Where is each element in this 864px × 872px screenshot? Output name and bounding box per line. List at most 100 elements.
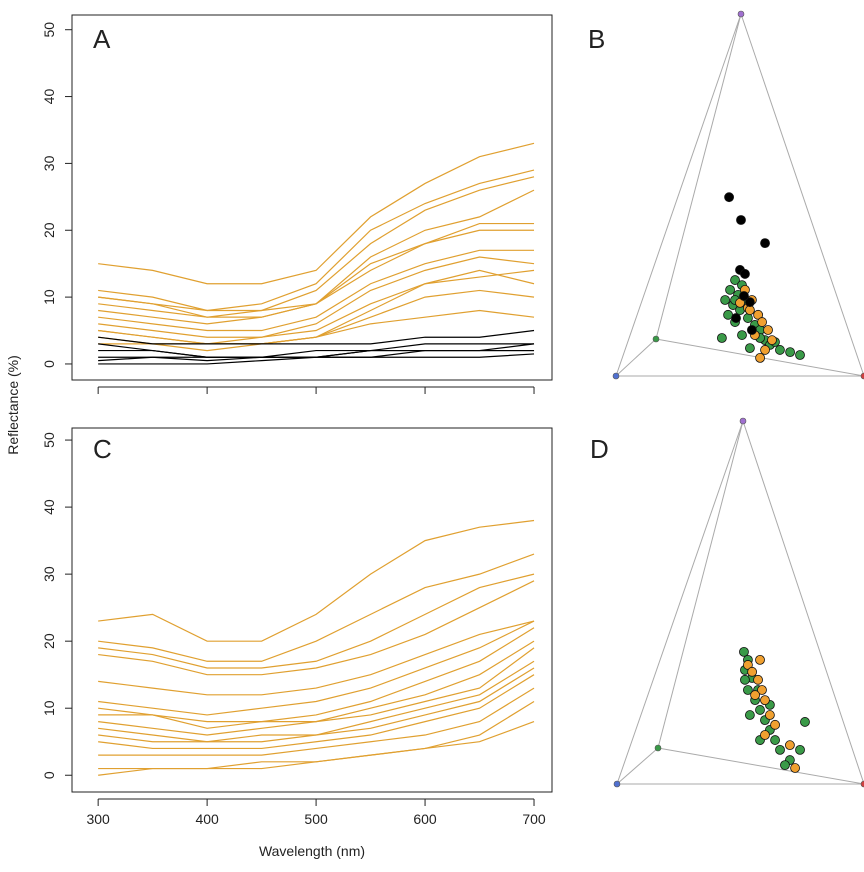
point (720, 295, 731, 305)
point (745, 297, 755, 308)
panel-label: B (588, 24, 605, 54)
tetrahedron-edge (655, 13, 742, 340)
spectrum-line (98, 721, 535, 776)
point (737, 330, 747, 340)
point (760, 695, 770, 706)
y-tick-label: 40 (41, 499, 57, 515)
point (780, 760, 790, 771)
y-tick-label: 50 (41, 432, 57, 448)
spectrum-line (98, 329, 535, 345)
x-tick-label: 500 (304, 811, 328, 827)
y-axis-label: Reflectance (%) (5, 355, 21, 455)
point (744, 710, 755, 720)
y-tick-label: 40 (41, 89, 57, 105)
point (755, 352, 765, 363)
point (740, 269, 750, 279)
point (800, 717, 810, 727)
tetrahedron-edge (742, 420, 864, 785)
vertex-dot (652, 335, 660, 343)
spectrum-line (98, 647, 535, 736)
panel-label: C (93, 434, 112, 464)
point (750, 690, 760, 700)
point (790, 763, 800, 773)
point (763, 325, 773, 335)
panel-label: D (590, 434, 609, 464)
point (795, 744, 805, 755)
point (753, 674, 763, 685)
vertex-dot (860, 372, 864, 380)
point (740, 674, 750, 685)
plot-frame (71, 14, 553, 381)
point (725, 284, 735, 295)
point (775, 744, 785, 755)
point (739, 646, 749, 657)
point (724, 192, 734, 203)
y-tick-label: 0 (41, 771, 57, 779)
vertex-dot (739, 417, 747, 425)
vertex-dot (612, 372, 620, 380)
y-tick-label: 10 (41, 289, 57, 305)
point (757, 317, 767, 327)
x-axis-label: Wavelength (nm) (259, 843, 365, 859)
x-tick-label: 700 (522, 811, 546, 827)
point (755, 705, 765, 715)
point (739, 291, 749, 301)
tetrahedron-edge (740, 13, 864, 377)
x-tick-label: 400 (195, 811, 219, 827)
point (743, 313, 753, 323)
vertex-dot (737, 10, 745, 18)
point (760, 345, 770, 355)
tetrahedron-edge (657, 420, 744, 749)
point (770, 735, 780, 745)
spectrum-line (98, 627, 535, 723)
tetrahedron-edge (657, 747, 864, 785)
panel-label: A (93, 24, 111, 54)
point (795, 350, 805, 360)
point (747, 666, 758, 677)
vertex-dot (654, 744, 662, 752)
spectrum-line (98, 620, 535, 696)
tetrahedron-edge (615, 13, 742, 377)
y-tick-label: 0 (41, 360, 57, 368)
y-tick-label: 10 (41, 700, 57, 716)
point (785, 347, 795, 358)
spectrum-line (98, 573, 535, 669)
tetrahedron-edge (616, 420, 744, 785)
point (764, 710, 775, 720)
point (775, 345, 785, 355)
spectrum-line (98, 229, 535, 318)
x-tick-label: 300 (86, 811, 110, 827)
spectrum-line (98, 169, 535, 312)
tetrahedron-edge (616, 747, 659, 785)
point (745, 343, 755, 354)
spectrum-line (98, 176, 535, 312)
spectrum-line (98, 687, 535, 756)
y-tick-label: 20 (41, 222, 57, 238)
point (716, 333, 727, 343)
point (760, 730, 770, 740)
point (736, 215, 746, 225)
point (747, 325, 757, 335)
spectrum-line (98, 667, 535, 743)
spectrum-line (98, 553, 535, 662)
point (730, 275, 740, 285)
spectrum-line (98, 519, 535, 642)
vertex-dot (613, 780, 621, 788)
point (743, 685, 753, 695)
plot-frame (71, 427, 553, 793)
spectrum-line (98, 620, 535, 716)
tetrahedron-edge (615, 338, 657, 377)
y-tick-label: 30 (41, 566, 57, 582)
y-tick-label: 50 (41, 22, 57, 38)
y-tick-label: 20 (41, 633, 57, 649)
point (785, 740, 795, 751)
point (731, 313, 741, 323)
spectrum-line (98, 256, 535, 338)
spectrum-line (98, 674, 535, 750)
point (760, 238, 770, 249)
spectrum-line (98, 580, 535, 676)
spectrum-line (98, 353, 535, 365)
point (755, 654, 765, 665)
point (770, 719, 780, 730)
